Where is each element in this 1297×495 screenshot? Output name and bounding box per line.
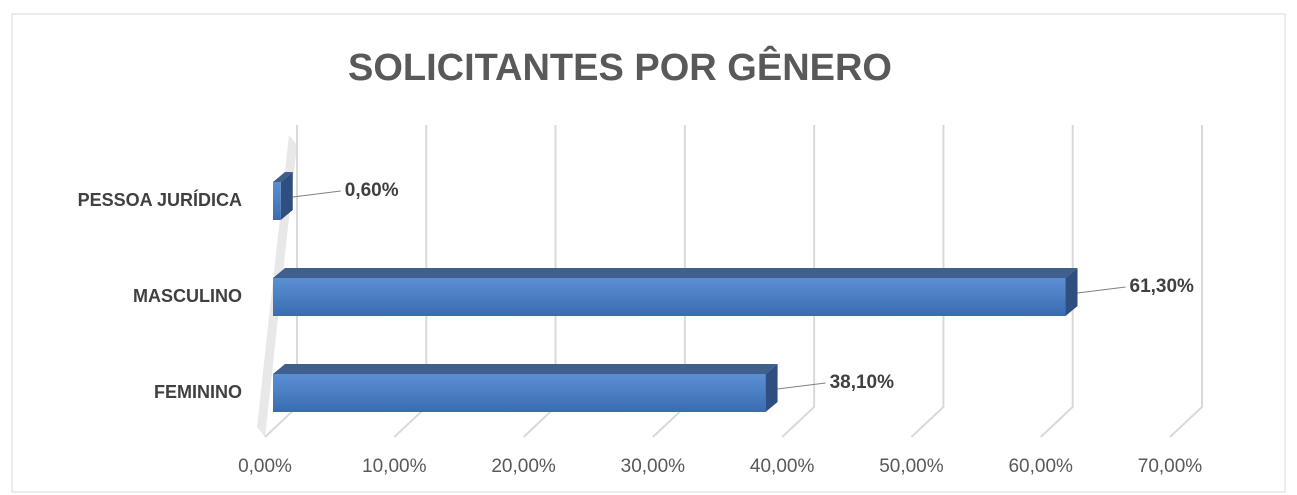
x-tick-label: 20,00% (491, 456, 556, 477)
y-tick-label: MASCULINO (133, 286, 242, 306)
value-label: 0,60% (345, 180, 399, 201)
grid-line (1169, 125, 1203, 438)
x-tick-label: 0,00% (238, 456, 292, 477)
y-tick-label: PESSOA JURÍDICA (78, 189, 242, 210)
bar-side (280, 172, 293, 220)
bar-side (1065, 268, 1078, 316)
grid-line (910, 125, 945, 438)
bar-top (273, 268, 1078, 278)
bar-top (273, 364, 778, 374)
bar (273, 182, 281, 220)
leader-line (777, 382, 826, 390)
x-tick-label: 10,00% (362, 456, 427, 477)
leader-line (1077, 286, 1126, 294)
x-tick-label: 50,00% (879, 456, 944, 477)
bar-side (765, 364, 778, 412)
bar-top (273, 172, 293, 182)
bar (273, 278, 1066, 316)
x-tick-label: 70,00% (1138, 456, 1203, 477)
chart-title: SOLICITANTES POR GÊNERO (348, 45, 892, 89)
value-label: 38,10% (830, 372, 895, 393)
x-tick-label: 30,00% (621, 456, 686, 477)
grid-line (1040, 125, 1074, 438)
x-tick-label: 60,00% (1008, 456, 1073, 477)
value-label: 61,30% (1130, 276, 1195, 297)
y-tick-label: FEMININO (154, 382, 242, 402)
bar (273, 374, 766, 412)
x-tick-label: 40,00% (750, 456, 815, 477)
grid-line (781, 125, 816, 438)
leader-line (292, 190, 341, 198)
